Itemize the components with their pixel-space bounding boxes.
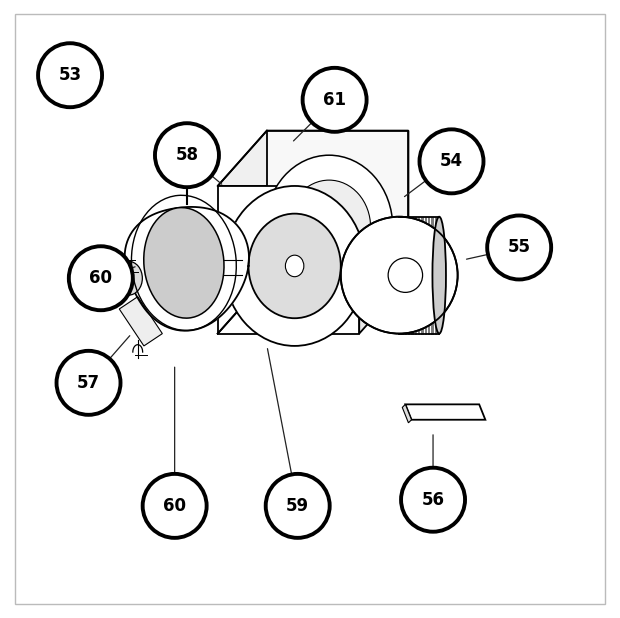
Polygon shape bbox=[359, 130, 409, 334]
Circle shape bbox=[401, 468, 465, 531]
Circle shape bbox=[69, 246, 133, 310]
Text: 60: 60 bbox=[89, 269, 112, 287]
Circle shape bbox=[143, 474, 206, 538]
Text: 56: 56 bbox=[422, 491, 445, 509]
Polygon shape bbox=[119, 297, 162, 346]
Ellipse shape bbox=[432, 217, 446, 334]
Polygon shape bbox=[125, 207, 249, 331]
Circle shape bbox=[155, 123, 219, 187]
Text: 55: 55 bbox=[508, 239, 531, 256]
Circle shape bbox=[38, 43, 102, 107]
Text: 58: 58 bbox=[175, 146, 198, 164]
Text: 61: 61 bbox=[323, 91, 346, 109]
Text: 54: 54 bbox=[440, 153, 463, 171]
Polygon shape bbox=[218, 130, 409, 186]
Circle shape bbox=[487, 216, 551, 279]
Ellipse shape bbox=[224, 186, 365, 346]
Text: 57: 57 bbox=[77, 374, 100, 392]
Text: 59: 59 bbox=[286, 497, 309, 515]
Text: 53: 53 bbox=[58, 66, 82, 84]
Circle shape bbox=[56, 351, 120, 415]
Polygon shape bbox=[405, 404, 485, 420]
Polygon shape bbox=[267, 130, 409, 278]
Ellipse shape bbox=[144, 208, 224, 318]
Polygon shape bbox=[218, 186, 359, 334]
Ellipse shape bbox=[285, 255, 304, 277]
Circle shape bbox=[388, 258, 423, 292]
Circle shape bbox=[341, 217, 458, 334]
Circle shape bbox=[303, 68, 366, 132]
Polygon shape bbox=[402, 404, 412, 423]
Ellipse shape bbox=[115, 261, 143, 295]
Ellipse shape bbox=[265, 155, 392, 299]
Circle shape bbox=[266, 474, 330, 538]
Circle shape bbox=[420, 129, 484, 193]
Text: 60: 60 bbox=[163, 497, 186, 515]
Ellipse shape bbox=[249, 214, 341, 318]
Polygon shape bbox=[399, 217, 439, 334]
Ellipse shape bbox=[288, 180, 371, 274]
